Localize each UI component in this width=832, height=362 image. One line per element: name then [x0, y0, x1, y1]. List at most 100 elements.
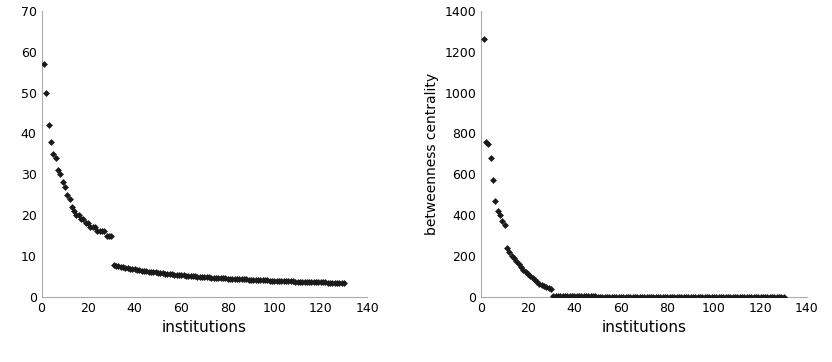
Point: [698, 294, 711, 300]
Point: [53, 171, 67, 177]
Point: [205, 275, 218, 281]
Point: [677, 294, 691, 300]
Point: [768, 294, 781, 300]
Point: [82, 220, 95, 226]
Point: [593, 294, 607, 299]
Point: [584, 294, 597, 299]
Point: [177, 273, 191, 278]
Point: [298, 279, 311, 285]
Point: [137, 268, 151, 274]
Point: [763, 294, 776, 300]
Point: [158, 271, 171, 277]
Point: [151, 270, 165, 275]
Point: [280, 278, 293, 284]
Point: [116, 264, 130, 270]
Point: [140, 268, 153, 274]
Point: [202, 274, 215, 280]
Point: [121, 265, 134, 271]
Point: [128, 266, 141, 272]
Point: [196, 274, 209, 280]
Point: [670, 294, 683, 300]
Point: [575, 294, 588, 299]
Point: [770, 294, 784, 300]
Point: [179, 273, 192, 278]
Point: [263, 278, 276, 283]
Point: [61, 192, 74, 198]
Point: [668, 294, 681, 300]
Point: [52, 167, 65, 173]
Point: [646, 294, 660, 300]
Point: [531, 279, 544, 285]
Point: [119, 265, 132, 271]
Point: [482, 141, 495, 147]
Point: [486, 177, 499, 183]
Point: [47, 151, 60, 157]
Point: [49, 155, 62, 161]
Point: [161, 271, 174, 277]
Point: [249, 277, 262, 283]
Point: [684, 294, 697, 300]
Point: [40, 90, 53, 96]
Point: [123, 266, 136, 272]
Point: [149, 270, 162, 275]
Point: [142, 269, 156, 274]
Point: [98, 228, 111, 234]
Point: [523, 274, 537, 279]
Point: [484, 155, 498, 161]
Point: [542, 285, 556, 291]
Point: [733, 294, 746, 300]
Point: [689, 294, 702, 300]
Point: [500, 245, 513, 251]
Point: [210, 275, 223, 281]
Point: [56, 180, 69, 185]
Point: [191, 274, 204, 279]
Point: [596, 294, 609, 299]
Point: [44, 139, 57, 144]
Point: [235, 276, 248, 282]
Point: [605, 294, 618, 299]
Point: [111, 263, 125, 269]
Point: [526, 275, 539, 281]
Point: [79, 220, 92, 226]
Point: [42, 122, 55, 128]
Point: [563, 294, 577, 299]
Point: [519, 269, 532, 275]
Point: [246, 277, 260, 283]
Point: [307, 279, 320, 285]
Point: [126, 266, 139, 272]
Point: [256, 277, 270, 283]
Point: [737, 294, 750, 300]
Point: [658, 294, 671, 300]
Point: [170, 272, 183, 278]
Point: [607, 294, 621, 299]
Point: [508, 255, 521, 261]
Point: [651, 294, 665, 300]
Point: [281, 278, 295, 284]
Point: [521, 272, 534, 277]
Point: [654, 294, 667, 300]
Point: [570, 294, 583, 299]
Point: [319, 279, 332, 285]
Point: [775, 294, 788, 300]
Point: [561, 293, 574, 299]
Point: [745, 294, 758, 300]
Point: [286, 278, 300, 284]
Point: [163, 271, 176, 277]
Point: [572, 294, 586, 299]
Point: [105, 233, 118, 239]
Point: [661, 294, 674, 300]
Point: [324, 280, 337, 286]
Point: [735, 294, 749, 300]
Point: [686, 294, 700, 300]
Point: [693, 294, 706, 300]
Point: [602, 294, 616, 299]
Point: [132, 267, 146, 273]
Point: [587, 294, 600, 299]
Point: [175, 272, 188, 278]
Point: [277, 278, 290, 284]
Point: [666, 294, 679, 300]
Point: [333, 280, 346, 286]
Point: [293, 279, 306, 285]
Point: [491, 208, 504, 214]
Point: [712, 294, 726, 300]
